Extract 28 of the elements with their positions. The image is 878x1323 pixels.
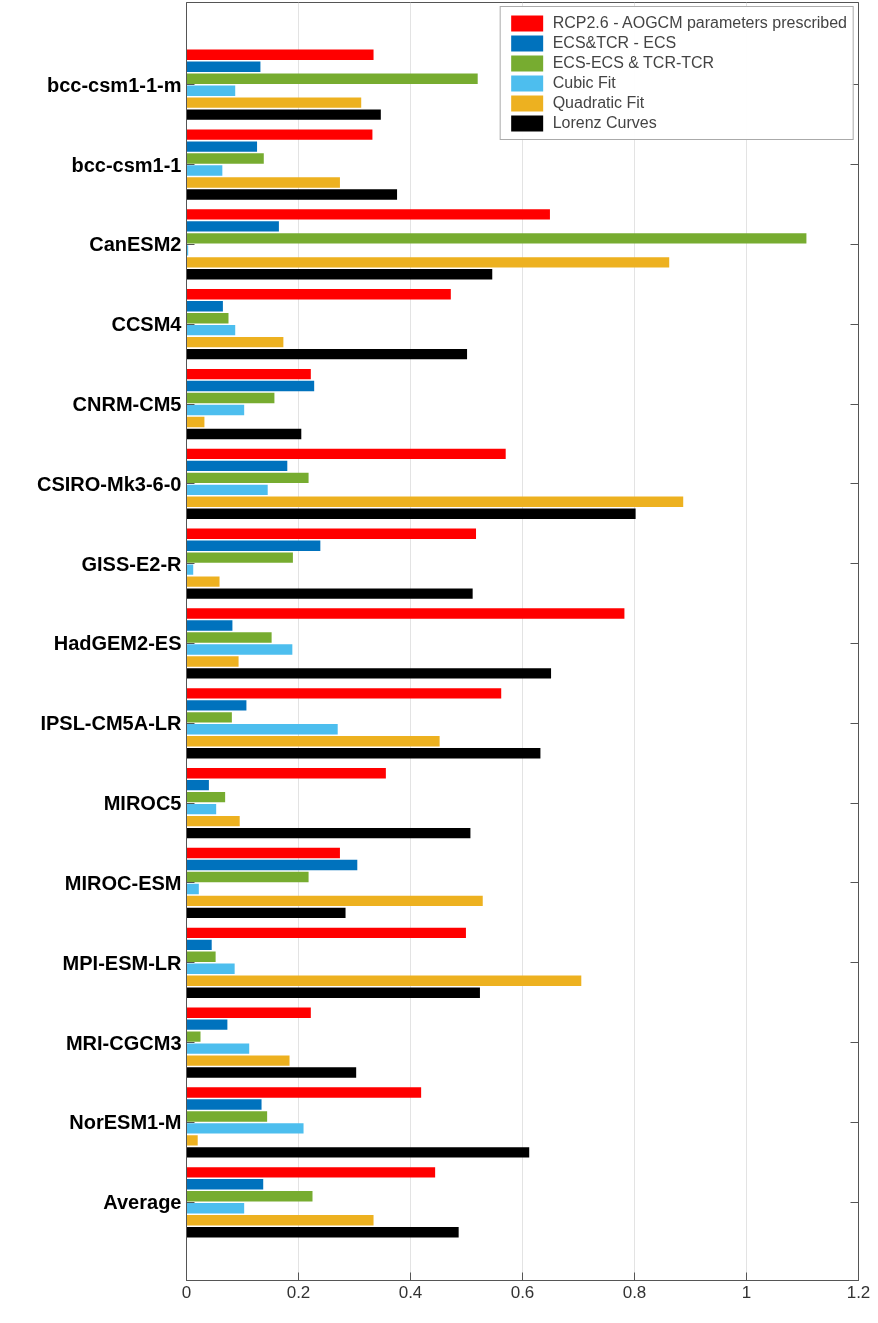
y-tick-label: CCSM4 <box>111 313 183 336</box>
y-tick-label: IPSL-CM5A-LR <box>40 712 183 735</box>
y-tick-label: NorESM1-M <box>69 1111 182 1134</box>
y-tick-label: bcc-csm1-1 <box>71 153 182 176</box>
y-tick-label: CNRM-CM5 <box>72 393 182 416</box>
y-tick-label: MIROC-ESM <box>64 871 182 894</box>
legend-label: RCP2.6 - AOGCM parameters prescribed <box>552 13 847 33</box>
legend-label: ECS-ECS & TCR-TCR <box>552 53 715 73</box>
x-tick-label: 1 <box>741 1282 752 1302</box>
y-tick-label: GISS-E2-R <box>81 552 183 575</box>
y-tick-label: Average <box>103 1191 182 1214</box>
y-tick-label: MIROC5 <box>103 792 182 815</box>
legend-label: Quadratic Fit <box>552 93 645 113</box>
legend-label: Lorenz Curves <box>552 113 657 133</box>
y-tick-label: MRI-CGCM3 <box>65 1031 182 1054</box>
x-tick-label: 0.4 <box>398 1282 423 1302</box>
y-tick-label: CanESM2 <box>89 233 182 256</box>
legend-label: ECS&TCR - ECS <box>552 33 677 53</box>
y-tick-label: MPI-ESM-LR <box>62 951 183 974</box>
y-tick-label: HadGEM2-ES <box>53 632 182 655</box>
x-tick-label: 0 <box>181 1282 192 1302</box>
x-tick-label: 0.8 <box>622 1282 647 1302</box>
legend-label: Cubic Fit <box>552 73 616 93</box>
y-tick-label: bcc-csm1-1-m <box>47 73 182 96</box>
x-tick-label: 1.2 <box>846 1282 871 1302</box>
x-tick-label: 0.2 <box>286 1282 311 1302</box>
x-tick-label: 0.6 <box>510 1282 535 1302</box>
y-tick-label: CSIRO-Mk3-6-0 <box>37 472 182 495</box>
